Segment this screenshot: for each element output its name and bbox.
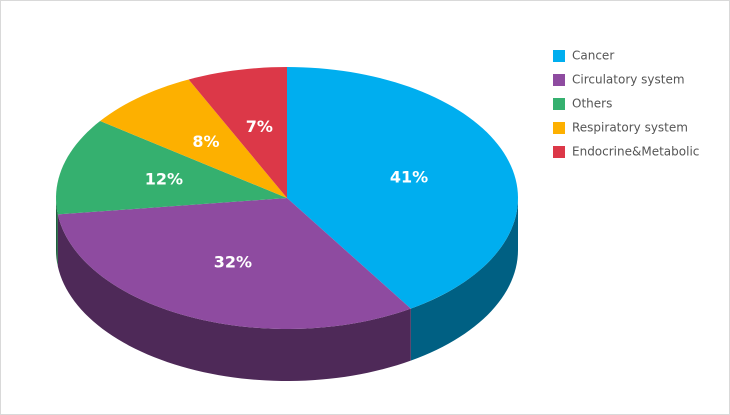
legend-label: Cancer — [572, 49, 614, 63]
legend-swatch — [553, 50, 565, 62]
pie-side — [57, 214, 411, 381]
data-label: 41% — [390, 167, 428, 186]
legend-label: Circulatory system — [572, 73, 685, 87]
data-label: 32% — [214, 253, 252, 272]
data-label: 12% — [145, 170, 183, 189]
pie-side — [56, 198, 58, 267]
legend-swatch — [553, 122, 565, 134]
legend-swatch — [553, 74, 565, 86]
pie-slice — [188, 67, 287, 198]
pie-slice — [56, 121, 287, 215]
legend-label: Respiratory system — [572, 121, 688, 135]
legend-swatch — [553, 146, 565, 158]
pie-slice — [100, 79, 288, 198]
legend-swatch — [553, 98, 565, 110]
data-label: 7% — [246, 117, 273, 136]
data-label: 8% — [192, 132, 219, 151]
pie-slice — [287, 67, 518, 309]
legend-label: Others — [572, 97, 612, 111]
legend-label: Endocrine&Metabolic — [572, 145, 699, 159]
pie-side — [410, 198, 518, 361]
pie-slice — [57, 198, 411, 329]
